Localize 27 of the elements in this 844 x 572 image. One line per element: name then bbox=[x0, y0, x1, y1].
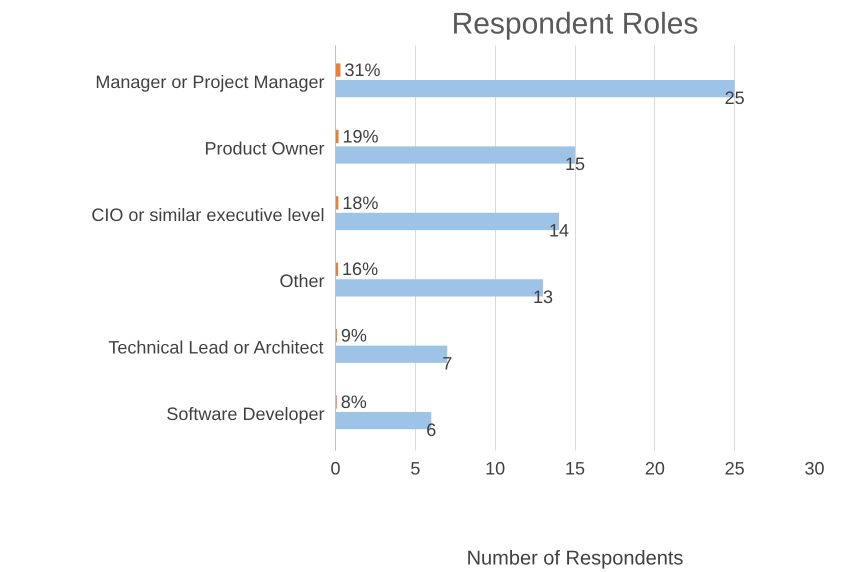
data-label: 7 bbox=[442, 353, 452, 374]
x-tick-label: 0 bbox=[330, 458, 341, 478]
x-tick-label: 10 bbox=[485, 458, 506, 478]
data-label: 9% bbox=[340, 326, 367, 346]
y-tick-label: Software Developer bbox=[166, 404, 325, 424]
y-tick-label: Product Owner bbox=[204, 138, 325, 158]
chart-title: Respondent Roles bbox=[452, 8, 698, 40]
x-tick-label: 30 bbox=[804, 458, 825, 478]
data-label: 13 bbox=[533, 286, 554, 307]
data-label: 6 bbox=[426, 420, 436, 440]
y-tick-label: Other bbox=[279, 271, 325, 292]
y-tick-label: Manager or Project Manager bbox=[95, 72, 325, 92]
x-axis-title: Number of Respondents bbox=[466, 548, 684, 570]
data-label: 19% bbox=[342, 126, 379, 146]
x-tick-label: 5 bbox=[410, 458, 420, 478]
data-label: 16% bbox=[342, 259, 378, 280]
y-tick-label: CIO or similar executive level bbox=[91, 204, 325, 225]
data-label: 31% bbox=[344, 60, 380, 80]
data-label: 25 bbox=[724, 88, 745, 108]
x-tick-label: 15 bbox=[564, 458, 586, 478]
data-label: 8% bbox=[340, 392, 367, 412]
x-tick-label: 25 bbox=[724, 458, 745, 478]
x-tick-label: 20 bbox=[644, 458, 665, 478]
data-label: 18% bbox=[342, 192, 378, 213]
y-tick-label: Technical Lead or Architect bbox=[108, 338, 324, 358]
data-label: 15 bbox=[564, 154, 586, 174]
data-label: 14 bbox=[549, 220, 570, 241]
